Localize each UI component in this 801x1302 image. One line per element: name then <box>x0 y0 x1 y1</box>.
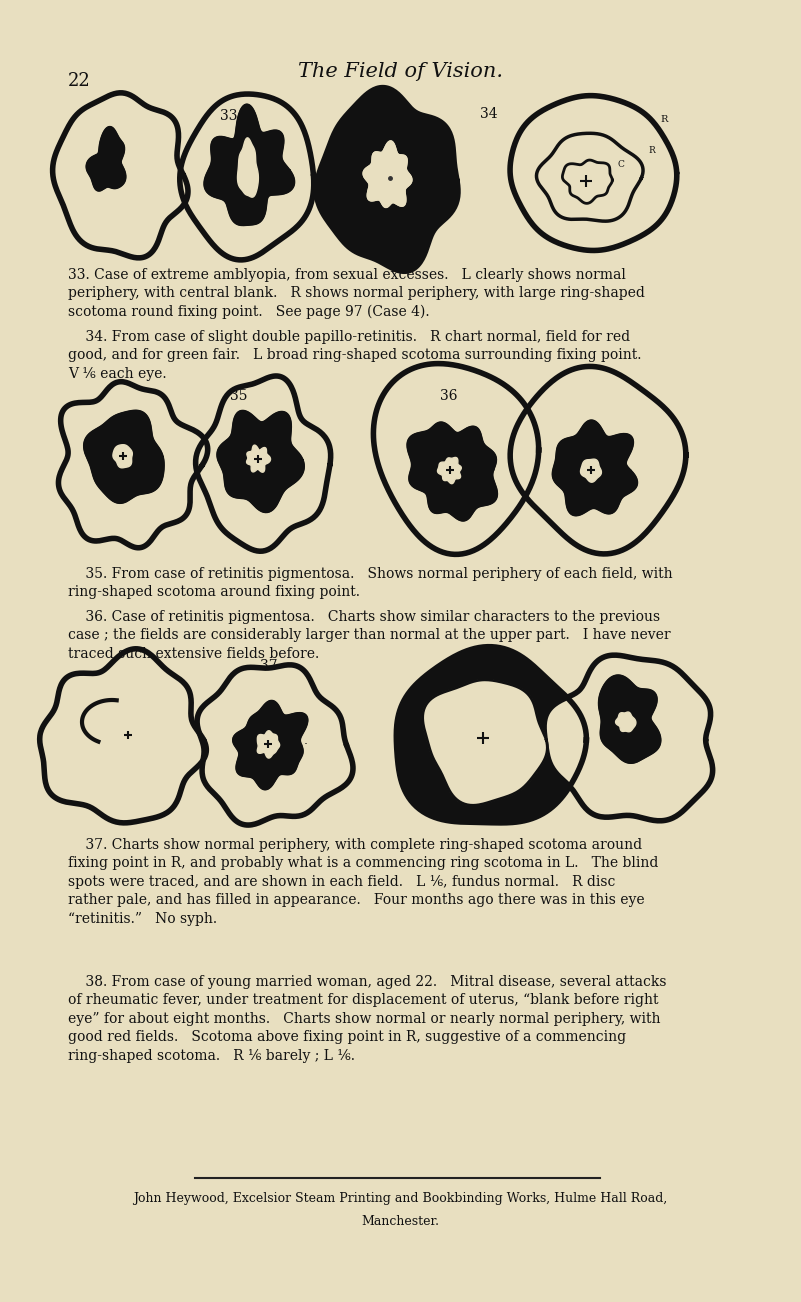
Text: 33. Case of extreme amblyopia, from sexual excesses.   L clearly shows normal
pe: 33. Case of extreme amblyopia, from sexu… <box>68 268 645 319</box>
Text: 38: 38 <box>498 659 516 673</box>
Polygon shape <box>58 381 207 548</box>
Text: 37: 37 <box>260 659 278 673</box>
Polygon shape <box>544 655 713 820</box>
Text: R: R <box>660 115 667 124</box>
Polygon shape <box>113 445 132 467</box>
Text: 22: 22 <box>68 72 91 90</box>
Text: 34: 34 <box>480 107 497 121</box>
Polygon shape <box>257 730 280 758</box>
Polygon shape <box>510 95 677 250</box>
Polygon shape <box>53 92 188 258</box>
Text: 36: 36 <box>440 389 457 404</box>
Polygon shape <box>233 700 308 789</box>
Polygon shape <box>437 457 461 483</box>
Polygon shape <box>197 665 353 825</box>
Text: 35: 35 <box>230 389 248 404</box>
Polygon shape <box>616 712 636 732</box>
Polygon shape <box>423 680 547 806</box>
Polygon shape <box>238 138 259 197</box>
Text: Manchester.: Manchester. <box>361 1215 439 1228</box>
Polygon shape <box>408 422 497 521</box>
Text: The Field of Vision.: The Field of Vision. <box>297 62 502 81</box>
Text: 34. From case of slight double papillo-retinitis.   R chart normal, field for re: 34. From case of slight double papillo-r… <box>68 329 642 380</box>
Polygon shape <box>396 647 586 823</box>
Polygon shape <box>553 421 637 516</box>
Polygon shape <box>373 363 538 555</box>
Polygon shape <box>363 141 412 207</box>
Polygon shape <box>537 133 643 221</box>
Text: John Heywood, Excelsior Steam Printing and Bookbinding Works, Hulme Hall Road,: John Heywood, Excelsior Steam Printing a… <box>133 1193 667 1204</box>
Polygon shape <box>84 410 164 503</box>
Text: ·: · <box>304 738 308 751</box>
Text: C: C <box>618 160 625 169</box>
Text: 35. From case of retinitis pigmentosa.   Shows normal periphery of each field, w: 35. From case of retinitis pigmentosa. S… <box>68 566 673 599</box>
Polygon shape <box>562 160 612 203</box>
Polygon shape <box>195 376 331 551</box>
Polygon shape <box>316 87 458 271</box>
Text: R: R <box>648 146 654 155</box>
Polygon shape <box>510 366 686 553</box>
Text: 36. Case of retinitis pigmentosa.   Charts show similar characters to the previo: 36. Case of retinitis pigmentosa. Charts… <box>68 611 670 661</box>
Polygon shape <box>581 460 602 482</box>
Text: 33: 33 <box>220 109 238 122</box>
Polygon shape <box>217 410 304 512</box>
Polygon shape <box>87 126 126 190</box>
Polygon shape <box>247 445 271 473</box>
Polygon shape <box>599 676 661 763</box>
Polygon shape <box>204 104 294 225</box>
Polygon shape <box>179 94 314 260</box>
Text: 38. From case of young married woman, aged 22.   Mitral disease, several attacks: 38. From case of young married woman, ag… <box>68 975 666 1062</box>
Text: 37. Charts show normal periphery, with complete ring-shaped scotoma around
fixin: 37. Charts show normal periphery, with c… <box>68 838 658 926</box>
Polygon shape <box>40 648 207 823</box>
